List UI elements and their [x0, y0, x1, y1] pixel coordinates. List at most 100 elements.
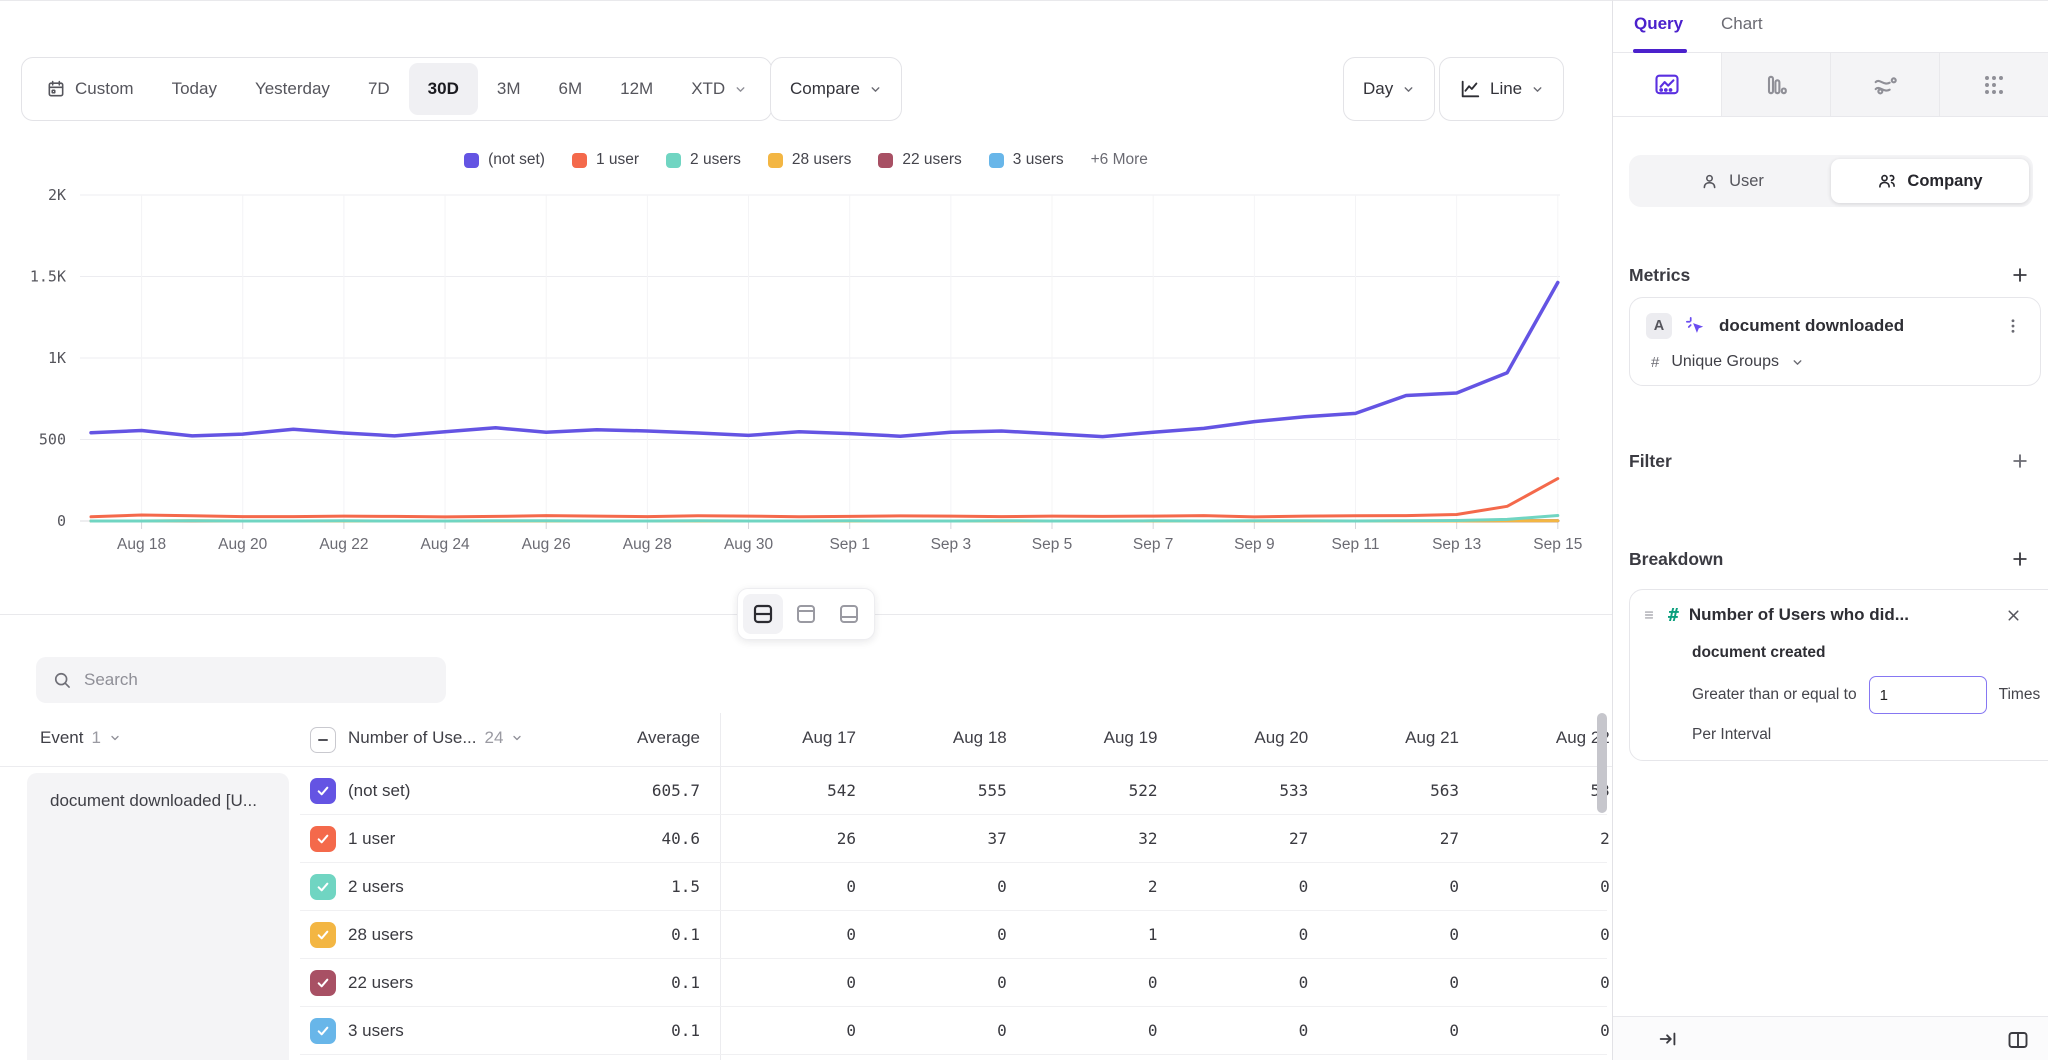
- range-3m[interactable]: 3M: [478, 63, 540, 115]
- minus-icon: [318, 739, 328, 741]
- layout-toggle: [737, 588, 875, 640]
- number-symbol: #: [1651, 353, 1660, 371]
- breakdown-event-name[interactable]: document created: [1692, 644, 1826, 661]
- metric-kebab-icon[interactable]: [2002, 315, 2024, 337]
- row-checkbox[interactable]: [310, 1018, 336, 1044]
- range-label: XTD: [691, 79, 726, 98]
- average-column-header: Average: [636, 728, 700, 747]
- row-checkbox[interactable]: [310, 826, 336, 852]
- svg-text:1K: 1K: [48, 349, 66, 367]
- close-icon[interactable]: [2003, 605, 2024, 626]
- cell-value: 0: [846, 1021, 856, 1040]
- collapse-panel-icon[interactable]: [1655, 1026, 1681, 1052]
- compare-label: Compare: [790, 79, 860, 98]
- scope-user-label: User: [1729, 171, 1764, 190]
- legend-item[interactable]: 3 users: [988, 151, 1064, 169]
- breakdown-condition-label[interactable]: Greater than or equal to: [1692, 686, 1857, 703]
- filter-heading: Filter: [1629, 450, 1672, 471]
- date-column-header: Aug 19: [1103, 728, 1158, 747]
- legend-item[interactable]: 2 users: [666, 151, 741, 169]
- select-all-checkbox[interactable]: [310, 727, 336, 753]
- range-7d[interactable]: 7D: [349, 63, 409, 115]
- cell-value: 533: [1279, 781, 1309, 800]
- row-checkbox[interactable]: [310, 874, 336, 900]
- split-top-icon[interactable]: [786, 594, 826, 634]
- average-value: 0.1: [671, 973, 700, 992]
- table-scrollbar[interactable]: [1597, 713, 1607, 813]
- metric-event-name: document downloaded: [1719, 316, 1905, 335]
- interval-label: Day: [1363, 79, 1394, 98]
- scope-user[interactable]: User: [1633, 159, 1831, 203]
- date-range-selector: Custom Today Yesterday 7D 30D 3M 6M 12M XTD: [21, 57, 773, 121]
- svg-text:Sep 7: Sep 7: [1133, 536, 1174, 553]
- row-checkbox[interactable]: [310, 970, 336, 996]
- range-30d[interactable]: 30D: [408, 63, 478, 115]
- event-column-header[interactable]: Event 1: [40, 728, 121, 748]
- bar-chart-icon: [1767, 75, 1787, 94]
- compare-button[interactable]: Compare: [770, 57, 902, 121]
- split-rows-icon[interactable]: [743, 594, 783, 634]
- line-chart[interactable]: 0 500 1K 1.5K 2K Aug 18 Aug 20 Aug 22 Aug 24 Aug …: [0, 141, 1612, 581]
- range-12m[interactable]: 12M: [601, 63, 672, 115]
- average-value: 0.1: [671, 925, 700, 944]
- average-value: 40.6: [661, 829, 700, 848]
- add-filter-button[interactable]: [2008, 449, 2032, 473]
- legend-item[interactable]: 28 users: [767, 151, 852, 169]
- legend-item[interactable]: 1 user: [571, 151, 640, 169]
- add-breakdown-button[interactable]: [2008, 547, 2032, 571]
- svg-text:Aug 22: Aug 22: [319, 536, 368, 553]
- split-view-icon[interactable]: [2004, 1026, 2032, 1054]
- cell-value: 0: [1298, 973, 1309, 992]
- search-input[interactable]: [84, 670, 430, 690]
- chart-type-flow[interactable]: [1831, 53, 1940, 116]
- chart-style-button[interactable]: Line: [1439, 57, 1565, 121]
- svg-text:0: 0: [57, 512, 66, 530]
- event-list-item[interactable]: document downloaded [U...: [27, 773, 289, 1060]
- legend-label: 1 user: [595, 151, 640, 168]
- row-checkbox[interactable]: [310, 922, 336, 948]
- range-xtd[interactable]: XTD: [672, 63, 766, 115]
- row-checkbox[interactable]: [310, 778, 336, 804]
- interval-button[interactable]: Day: [1343, 57, 1436, 121]
- cell-value: 1: [1147, 925, 1158, 944]
- breakdown-kebab-icon[interactable]: [2040, 604, 2048, 626]
- cell-value: 32: [1138, 829, 1158, 848]
- range-today[interactable]: Today: [153, 63, 236, 115]
- row-divider: [300, 1006, 1607, 1007]
- legend-item[interactable]: (not set): [464, 151, 545, 169]
- measure-selector[interactable]: # Unique Groups: [1646, 353, 2024, 371]
- svg-text:Sep 11: Sep 11: [1332, 536, 1380, 553]
- scope-company-label: Company: [1907, 171, 1983, 190]
- series-column-header[interactable]: Number of Use... 24: [348, 728, 523, 748]
- tab-chart[interactable]: Chart: [1721, 14, 1763, 33]
- tab-query[interactable]: Query: [1634, 14, 1684, 33]
- legend-label: 28 users: [791, 151, 852, 168]
- cell-value: 37: [987, 829, 1007, 848]
- svg-text:Sep 1: Sep 1: [829, 536, 870, 553]
- chart-style-label: Line: [1490, 79, 1523, 98]
- range-yesterday[interactable]: Yesterday: [236, 63, 349, 115]
- column-divider: [720, 713, 721, 1060]
- range-custom[interactable]: Custom: [27, 63, 153, 115]
- breakdown-per-interval[interactable]: Per Interval: [1692, 726, 1772, 743]
- drag-handle-icon[interactable]: [1640, 606, 1658, 624]
- range-label: 12M: [620, 79, 654, 98]
- range-label: Today: [171, 79, 217, 98]
- split-bottom-icon[interactable]: [829, 594, 869, 634]
- metrics-heading: Metrics: [1629, 264, 1691, 285]
- breakdown-value-input[interactable]: [1868, 676, 1987, 714]
- legend-more[interactable]: +6 More: [1090, 151, 1148, 168]
- chart-type-matrix[interactable]: [1940, 53, 2048, 116]
- add-metric-button[interactable]: [2008, 263, 2032, 287]
- legend-item[interactable]: 22 users: [878, 151, 962, 169]
- scope-company[interactable]: Company: [1831, 159, 2029, 203]
- metric-card[interactable]: A document downloaded # Unique Groups: [1629, 297, 2041, 386]
- chart-type-line[interactable]: [1613, 53, 1722, 116]
- series-header-label: Number of Use...: [348, 728, 477, 747]
- range-6m[interactable]: 6M: [539, 63, 601, 115]
- date-column-header: Aug 21: [1405, 728, 1459, 747]
- chart-type-bar[interactable]: [1722, 53, 1831, 116]
- svg-text:Sep 9: Sep 9: [1234, 536, 1275, 553]
- chevron-down-icon: [734, 83, 747, 96]
- svg-text:Aug 26: Aug 26: [522, 536, 571, 553]
